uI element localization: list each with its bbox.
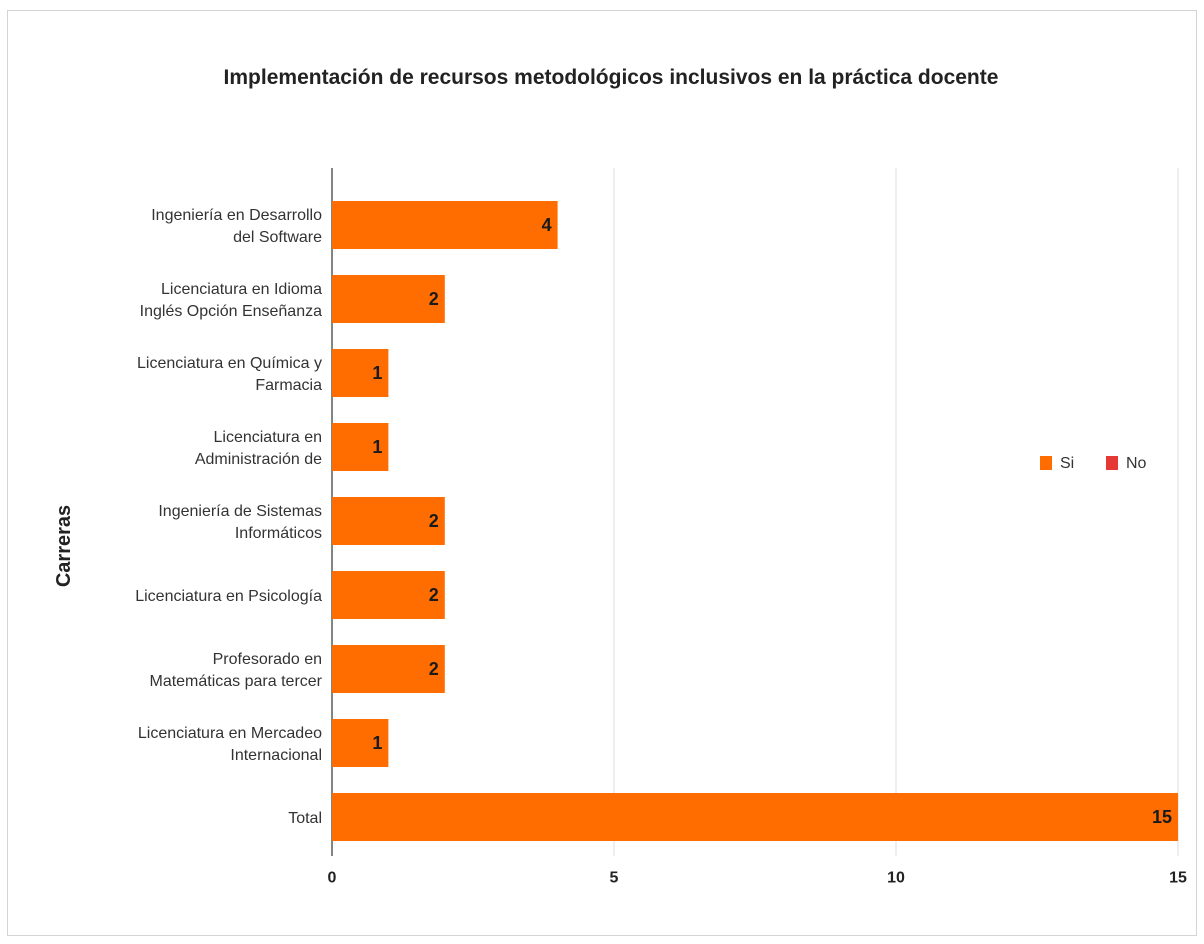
bar-si [332,645,445,693]
category-label: Ingeniería de Sistemas Informáticos [158,503,322,542]
category-label: Licenciatura en Psicología [135,588,322,605]
x-tick-label: 0 [328,869,337,886]
x-tick-label: 10 [887,869,905,886]
chart-title: Implementación de recursos metodológicos… [224,66,999,89]
legend-label: No [1126,455,1147,472]
bar-si [332,571,445,619]
data-label: 15 [1152,807,1172,827]
data-label: 2 [429,585,439,605]
data-label: 1 [372,733,382,753]
data-label: 4 [542,215,552,235]
category-label: Licenciatura en Idioma Inglés Opción Ense… [140,281,322,320]
data-label: 2 [429,511,439,531]
legend-swatch [1106,456,1118,470]
labels: 0 5 10 15 4 Ingeniería en Desarrollo del Softw… [135,207,1187,886]
data-label: 1 [372,363,382,383]
x-tick-label: 5 [610,869,619,886]
grid-lines [331,168,1179,856]
x-tick-label: 15 [1169,869,1187,886]
bar-si [332,275,445,323]
legend-swatch [1040,456,1052,470]
category-label: Total [288,810,322,827]
data-label: 2 [429,289,439,309]
data-label: 1 [372,437,382,457]
chart-frame [7,10,1197,936]
category-label: Profesorado en Matemáticas para tercer [149,651,322,690]
y-axis-title: Carreras [53,505,75,587]
bar-si [332,423,389,471]
legend: Si No [1040,455,1147,472]
data-label: 2 [429,659,439,679]
legend-label: Si [1060,455,1074,472]
category-label: Ingeniería en Desarrollo del Software [151,207,322,246]
bar-si [332,497,445,545]
category-label: Licenciatura en Química y Farmacia [137,355,322,394]
category-label: Licenciatura en Administración de [195,429,322,468]
bar-si [332,201,558,249]
bars [332,201,1178,841]
bar-si [332,719,389,767]
bar-si [332,349,389,397]
bar-si [332,793,1178,841]
category-label: Licenciatura en Mercadeo Internacional [138,725,322,764]
